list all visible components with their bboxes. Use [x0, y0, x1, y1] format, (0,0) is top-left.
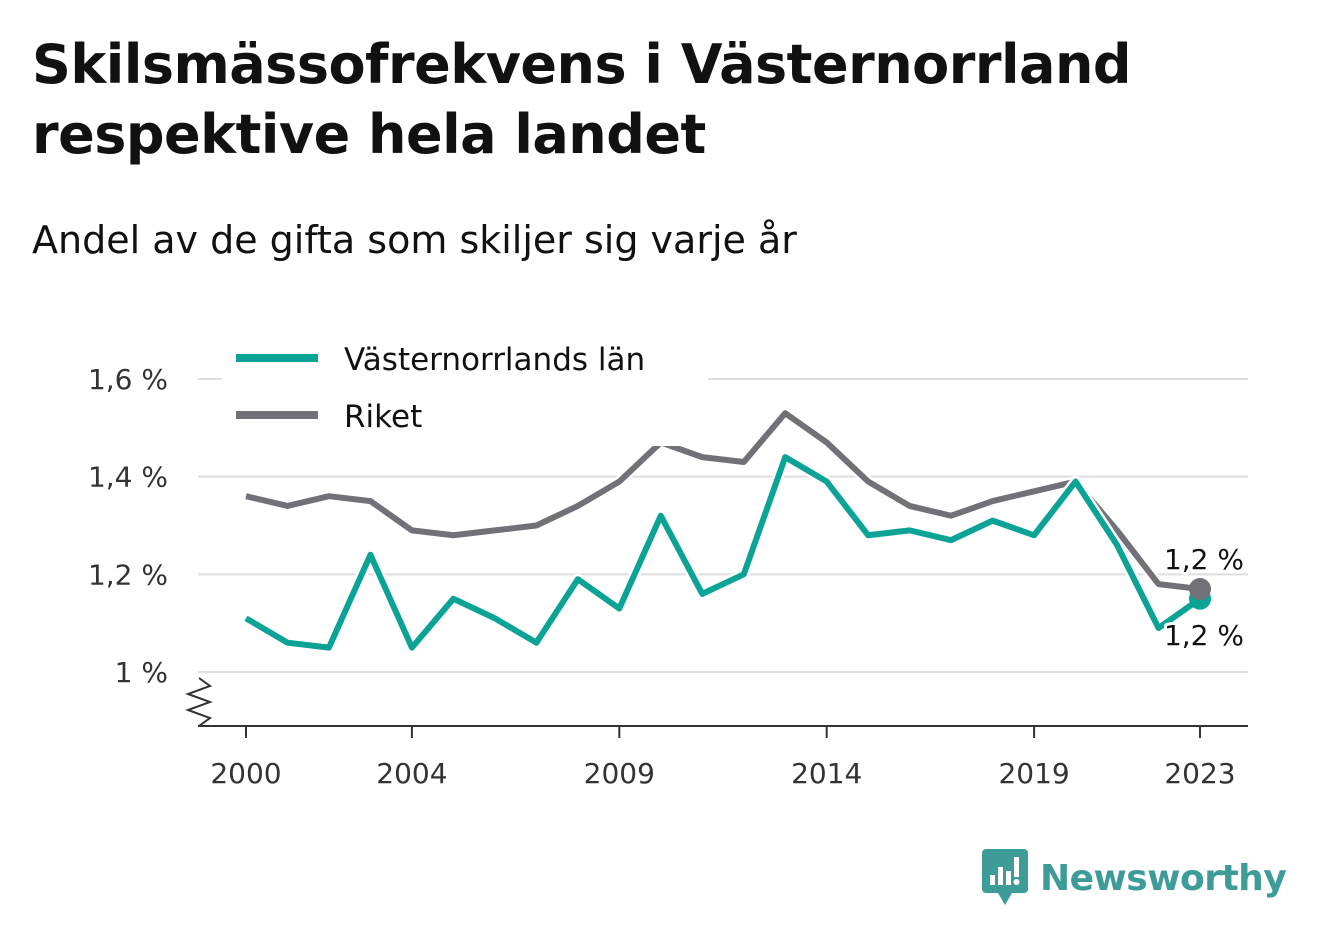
- y-tick-label: 1,2 %: [88, 558, 168, 591]
- x-tick-label: 2019: [998, 757, 1069, 790]
- legend-label: Riket: [344, 399, 422, 435]
- x-tick-label: 2004: [376, 757, 447, 790]
- y-tick-label: 1,4 %: [88, 461, 168, 494]
- end-markers: 1,2 % 1,2 %: [1161, 540, 1247, 655]
- series-line-vasternorrland: [244, 454, 1202, 651]
- end-label-riket: 1,2 %: [1164, 543, 1244, 576]
- x-tick-label: 2009: [584, 757, 655, 790]
- newsworthy-logo-icon: [982, 849, 1028, 905]
- y-axis-tick-labels: 1 % 1,2 % 1,4 % 1,6 %: [88, 363, 168, 689]
- chart-subtitle: Andel av de gifta som skiljer sig varje …: [32, 218, 797, 262]
- legend: Västernorrlands län Riket: [222, 336, 708, 446]
- y-tick-label: 1,6 %: [88, 363, 168, 396]
- brand-name: Newsworthy: [1040, 857, 1287, 899]
- end-point-riket: [1189, 577, 1211, 600]
- x-tick-label: 2014: [791, 757, 862, 790]
- x-axis: 2000 2004 2009 2014 2019 2023: [185, 677, 1248, 790]
- x-tick-label: 2023: [1164, 757, 1235, 790]
- x-tick-label: 2000: [210, 757, 281, 790]
- newsworthy-brand: Newsworthy: [982, 848, 1287, 908]
- series-line-riket: [245, 410, 1201, 592]
- legend-label: Västernorrlands län: [344, 342, 645, 378]
- chart-title: Skilsmässofrekvens i Västernorrland resp…: [32, 33, 1132, 166]
- series-lines: [240, 407, 1206, 654]
- y-tick-label: 1 %: [115, 656, 168, 689]
- axis-break-icon: [185, 677, 213, 727]
- end-label-vasternorrland: 1,2 %: [1164, 619, 1244, 652]
